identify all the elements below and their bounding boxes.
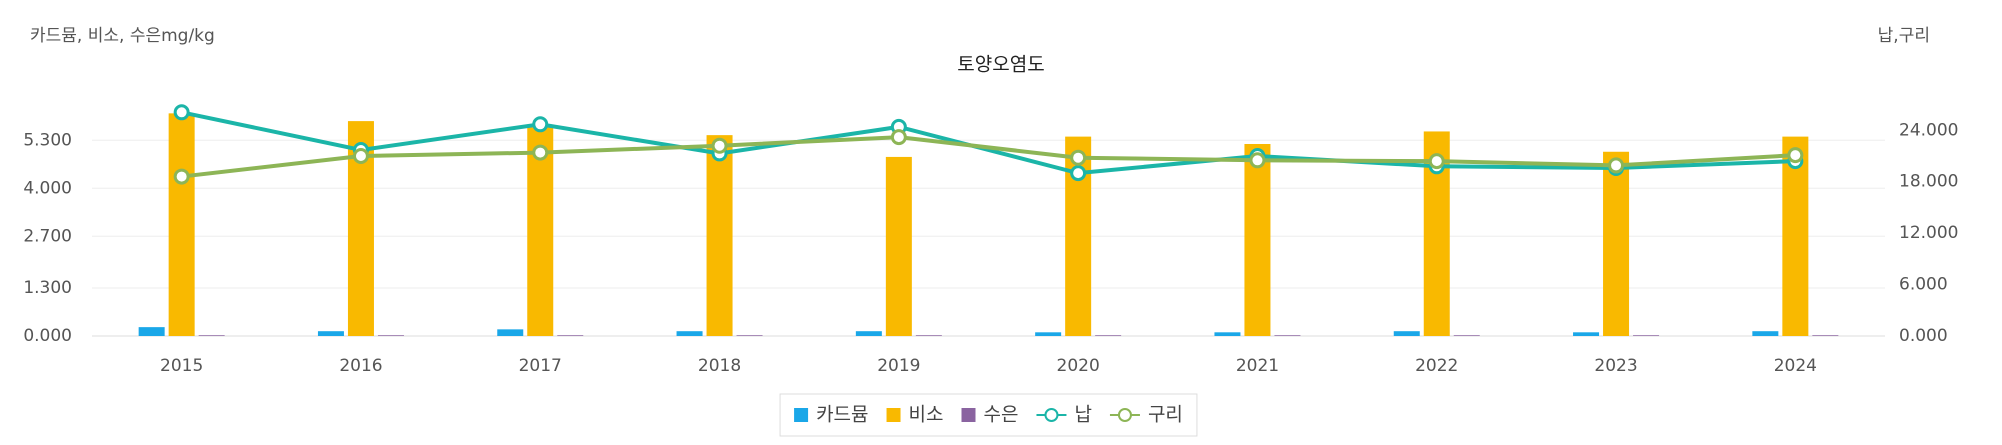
bar — [497, 329, 524, 336]
x-tick-label: 2016 — [339, 356, 382, 376]
y-tick-label: 2.700 — [23, 226, 72, 246]
bar — [1573, 332, 1600, 336]
point — [1070, 149, 1087, 166]
legend-label: 카드뮴 — [816, 404, 868, 426]
legend-label: 납 — [1074, 404, 1091, 426]
y2-tick-label: 18.000 — [1899, 172, 1958, 192]
point — [173, 168, 190, 185]
y2-tick-label: 12.000 — [1899, 223, 1958, 243]
y2-tick-label: 0.000 — [1899, 326, 1948, 346]
x-tick-label: 2017 — [519, 356, 562, 376]
bar — [1752, 331, 1779, 336]
x-tick-label: 2018 — [698, 356, 741, 376]
point — [1608, 157, 1625, 174]
line — [181, 110, 1796, 176]
bar — [1782, 136, 1809, 336]
point — [711, 137, 728, 154]
y2-tick-label: 6.000 — [1899, 275, 1948, 295]
point — [532, 116, 549, 133]
x-tick-label: 2024 — [1774, 356, 1817, 376]
point — [1428, 153, 1445, 170]
bar — [1603, 151, 1630, 336]
line — [181, 135, 1796, 179]
point — [1249, 152, 1266, 169]
legend-swatch — [961, 408, 976, 422]
x-tick-label: 2019 — [877, 356, 920, 376]
legend-swatch — [886, 408, 901, 422]
y-axis-label: 카드뮴, 비소, 수은mg/kg — [30, 26, 215, 46]
bar — [1633, 335, 1660, 336]
bar — [1393, 331, 1420, 336]
y-tick-label: 1.300 — [23, 278, 72, 298]
bar — [1453, 335, 1480, 336]
bar — [1812, 335, 1839, 336]
y-tick-label: 4.000 — [23, 178, 72, 198]
x-tick-label: 2022 — [1415, 356, 1458, 376]
bar — [1035, 332, 1062, 336]
point — [1787, 147, 1804, 164]
bar — [198, 335, 225, 336]
bar — [885, 156, 912, 336]
legend-label: 비소 — [909, 404, 944, 426]
point — [532, 144, 549, 161]
bar — [1244, 144, 1271, 336]
bar — [168, 113, 195, 336]
bar — [736, 335, 763, 336]
y-tick-label: 5.300 — [23, 130, 72, 150]
bar — [557, 335, 584, 336]
x-tick-label: 2021 — [1236, 356, 1279, 376]
legend-swatch — [1117, 408, 1132, 422]
bar — [1095, 335, 1122, 336]
bar — [676, 331, 703, 336]
bar — [1214, 332, 1241, 336]
bar — [527, 127, 554, 336]
y2-tick-label: 24.000 — [1899, 120, 1958, 140]
bar — [706, 135, 733, 336]
y-tick-label: 0.000 — [23, 326, 72, 346]
x-tick-label: 2023 — [1594, 356, 1637, 376]
legend-label: 수은 — [984, 404, 1019, 426]
point — [890, 129, 907, 146]
point — [173, 104, 190, 121]
bar — [855, 331, 882, 336]
x-tick-label: 2020 — [1057, 356, 1100, 376]
point — [352, 148, 369, 164]
legend-label: 구리 — [1148, 404, 1183, 426]
bar — [377, 335, 404, 336]
legend: 카드뮴 비소 수은 납 구리 — [779, 393, 1198, 437]
chart-title: 토양오염도 — [957, 54, 1044, 76]
y2-axis-label: 납,구리 — [1878, 26, 1930, 46]
bar — [915, 335, 942, 336]
legend-swatch — [794, 408, 809, 422]
bar — [138, 327, 165, 336]
x-tick-label: 2015 — [160, 356, 203, 376]
bar — [317, 331, 344, 336]
point — [1070, 165, 1087, 182]
bar — [1274, 335, 1301, 336]
legend-swatch — [1044, 408, 1059, 422]
